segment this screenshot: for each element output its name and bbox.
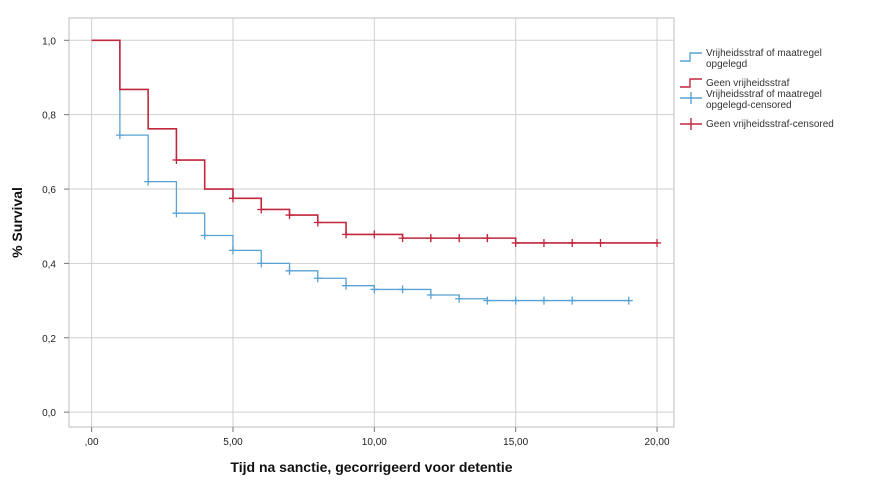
x-tick-label: 5,00	[223, 437, 243, 448]
censored-mark	[568, 238, 577, 247]
censored-mark	[115, 131, 124, 140]
x-tick-label: 20,00	[645, 437, 670, 448]
censored-mark	[483, 296, 492, 305]
legend-cross-swatch	[680, 118, 702, 130]
y-tick-label: 0,8	[42, 111, 56, 122]
y-tick-label: 0,0	[42, 408, 56, 419]
series-geen-vrijheidsstraf	[91, 39, 662, 247]
censored-mark	[426, 234, 435, 243]
censored-mark	[624, 296, 633, 305]
legend-cross-swatch	[680, 92, 702, 104]
censored-mark	[172, 156, 181, 165]
censored-mark	[144, 177, 153, 186]
y-tick-label: 0,6	[42, 185, 56, 196]
y-tick-label: 1,0	[42, 36, 56, 47]
axis-ticks: ,00 5,00 10,00 15,00 20,00 0,0 0,2 0,4 0,6 0,8 1,0	[42, 36, 670, 448]
legend-label: Geen vrijheidsstraf	[706, 78, 790, 89]
x-tick-label: 15,00	[503, 437, 528, 448]
series-vrijheidsstraf	[91, 39, 633, 305]
x-tick-label: ,00	[85, 437, 99, 448]
legend-step-swatch	[680, 52, 702, 62]
censored-mark	[483, 234, 492, 243]
y-axis-title: % Survival	[9, 187, 25, 258]
gridlines	[69, 18, 674, 427]
censored-mark	[539, 238, 548, 247]
x-tick-label: 10,00	[362, 437, 387, 448]
legend-label: Geen vrijheidsstraf-censored	[706, 119, 834, 130]
censored-mark	[228, 246, 237, 255]
censored-mark	[398, 285, 407, 294]
censored-mark	[370, 285, 379, 294]
censored-mark	[342, 230, 351, 239]
censored-mark	[370, 230, 379, 239]
censored-mark	[228, 194, 237, 203]
legend-item: Geen vrijheidsstraf	[680, 78, 790, 89]
censored-mark	[257, 205, 266, 214]
censored-mark	[342, 281, 351, 290]
plot-frame	[68, 17, 675, 428]
legend: Vrijheidsstraf of maatregelopgelegdGeen …	[680, 48, 834, 130]
y-tick-label: 0,4	[42, 259, 56, 270]
censored-mark	[257, 259, 266, 268]
censored-mark	[455, 234, 464, 243]
y-tick-label: 0,2	[42, 334, 56, 345]
x-axis-title: Tijd na sanctie, gecorrigeerd voor deten…	[230, 459, 512, 475]
censored-mark	[426, 291, 435, 300]
censored-mark	[285, 266, 294, 275]
censored-mark	[568, 296, 577, 305]
censored-mark	[455, 294, 464, 303]
legend-step-swatch	[680, 78, 702, 88]
censored-mark	[200, 231, 209, 240]
legend-label: opgelegd	[706, 59, 747, 70]
legend-label: Vrijheidsstraf of maatregel	[706, 89, 822, 100]
censored-mark	[398, 234, 407, 243]
legend-label: opgelegd-censored	[706, 100, 792, 111]
censored-mark	[539, 296, 548, 305]
legend-label: Vrijheidsstraf of maatregel	[706, 48, 822, 59]
censored-mark	[511, 296, 520, 305]
censored-mark	[313, 274, 322, 283]
legend-item: Vrijheidsstraf of maatregelopgelegd-cens…	[680, 89, 822, 111]
legend-item: Geen vrijheidsstraf-censored	[680, 118, 834, 130]
series-layer	[91, 39, 662, 305]
censored-mark	[653, 238, 662, 247]
censored-mark	[285, 211, 294, 220]
plot-area	[68, 17, 675, 428]
censored-mark	[172, 209, 181, 218]
censored-mark	[313, 218, 322, 227]
censored-mark	[596, 238, 605, 247]
censored-mark	[511, 238, 520, 247]
